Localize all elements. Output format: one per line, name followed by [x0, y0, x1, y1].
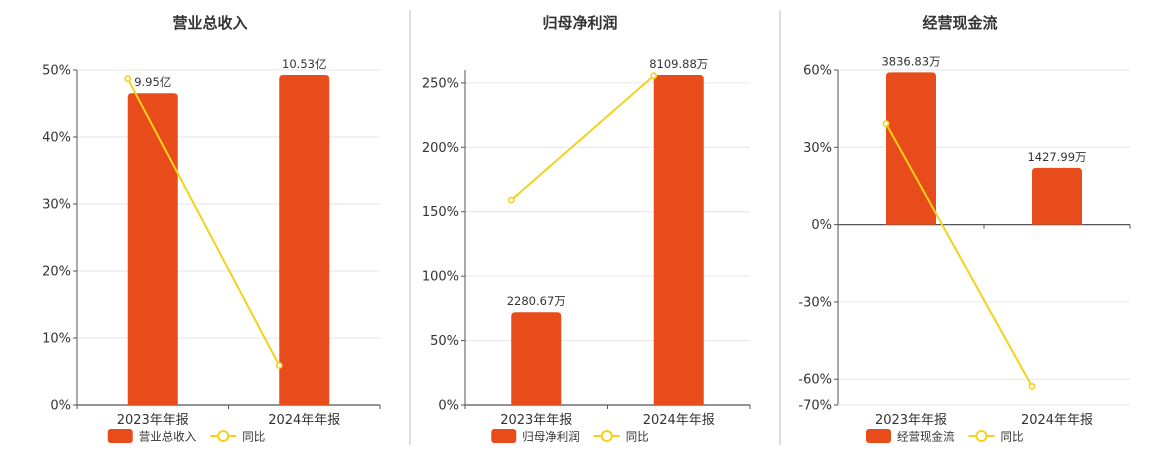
- legend-label: 营业总收入: [139, 430, 197, 444]
- x-tick-label: 2024年年报: [643, 413, 715, 428]
- x-tick-label: 2023年年报: [875, 413, 947, 428]
- y-tick-label: -60%: [798, 373, 832, 388]
- legend-line-marker: [217, 430, 230, 442]
- yoy-line: [885, 123, 1033, 387]
- y-tick-label: -70%: [798, 399, 832, 414]
- x-tick-label: 2023年年报: [500, 413, 572, 428]
- bar-data-label: 3836.83万: [881, 54, 940, 68]
- y-tick-label: 60%: [803, 64, 832, 79]
- x-tick-label: 2024年年报: [268, 413, 340, 428]
- legend-bar-swatch: [107, 429, 133, 443]
- chart-title: 营业总收入: [172, 14, 247, 32]
- y-tick-label: 150%: [422, 205, 459, 220]
- legend-label: 归母净利润: [522, 430, 580, 444]
- legend-line-marker: [600, 430, 613, 442]
- legend: 经营现金流 同比: [866, 429, 1024, 444]
- y-tick-label: 200%: [422, 141, 459, 156]
- chart-title: 经营现金流: [922, 14, 997, 32]
- chart-panel-1: 营业总收入 0% 10% 20% 30% 40% 50% 9.95亿 10.53亿 2023年年报…: [42, 14, 381, 444]
- yoy-point: [124, 75, 132, 83]
- chart-panel-3: 经营现金流 -70% -60% -30% 0% 30% 60% 3836.83万 1427.99…: [798, 14, 1131, 444]
- x-tick-label: 2024年年报: [1021, 413, 1093, 428]
- y-tick-label: 250%: [422, 76, 459, 91]
- y-tick-label: 30%: [803, 141, 832, 156]
- yoy-point: [882, 120, 890, 127]
- bar: [886, 72, 936, 225]
- legend-line-marker: [975, 430, 988, 442]
- yoy-point: [650, 72, 658, 80]
- bar-data-label: 2280.67万: [507, 294, 566, 308]
- bar-data-label: 9.95亿: [134, 75, 171, 89]
- legend-label: 经营现金流: [897, 430, 955, 444]
- yoy-point: [507, 196, 515, 204]
- bar: [127, 93, 178, 406]
- yoy-point: [275, 362, 283, 369]
- yoy-point: [1028, 383, 1036, 390]
- y-tick-label: 50%: [42, 64, 71, 79]
- bar-data-label: 8109.88万: [649, 57, 708, 71]
- bar: [1032, 167, 1082, 225]
- bar-data-label: 10.53亿: [282, 57, 326, 71]
- legend-label: 同比: [626, 430, 649, 444]
- legend: 营业总收入 同比: [107, 429, 265, 444]
- y-tick-label: 0%: [50, 399, 71, 414]
- y-tick-label: 50%: [430, 334, 459, 349]
- yoy-line: [126, 78, 281, 366]
- x-tick-label: 2023年年报: [117, 413, 189, 428]
- y-tick-label: 0%: [438, 399, 459, 414]
- chart-panel-2: 归母净利润 0% 50% 100% 150% 200% 250% 2280.67万 8109.8…: [422, 14, 751, 444]
- legend-bar-swatch: [491, 429, 517, 443]
- y-tick-label: 0%: [811, 218, 832, 233]
- legend: 归母净利润 同比: [491, 429, 649, 444]
- y-tick-label: 30%: [42, 198, 71, 213]
- bar: [653, 75, 704, 406]
- y-tick-label: 20%: [42, 265, 71, 280]
- bar-data-label: 1427.99万: [1027, 150, 1086, 164]
- bar: [511, 312, 562, 405]
- chart-title: 归母净利润: [542, 14, 617, 32]
- yoy-line: [510, 74, 655, 201]
- legend-label: 同比: [1001, 430, 1024, 444]
- y-tick-label: 100%: [422, 270, 459, 285]
- bar: [279, 75, 330, 406]
- legend-bar-swatch: [866, 429, 891, 443]
- y-tick-label: 10%: [42, 332, 71, 347]
- legend-label: 同比: [242, 430, 265, 444]
- y-tick-label: 40%: [42, 131, 71, 146]
- y-tick-label: -30%: [798, 295, 832, 310]
